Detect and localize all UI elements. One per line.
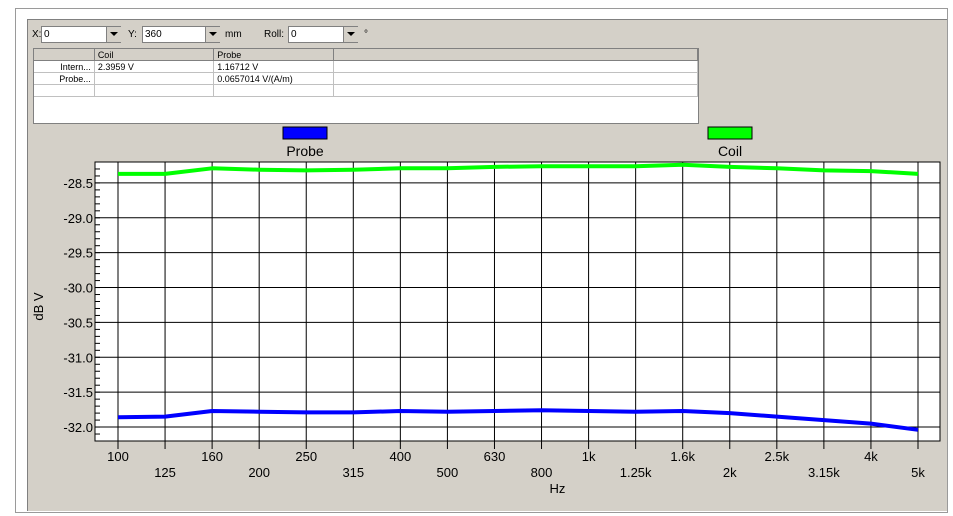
x-tick-label: 3.15k	[808, 465, 840, 480]
y-tick-label: -30.5	[63, 315, 93, 330]
x-tick-label: 2k	[723, 465, 737, 480]
x-combo[interactable]: 0	[41, 26, 121, 43]
x-tick-label: 500	[437, 465, 459, 480]
x-tick-label: 100	[107, 449, 129, 464]
y-dropdown-icon[interactable]	[205, 27, 220, 42]
table-cell	[94, 72, 215, 85]
table-cell: Probe...	[34, 72, 95, 85]
legend-swatch	[282, 126, 328, 140]
x-tick-label: 2.5k	[765, 449, 790, 464]
table-cell	[333, 60, 699, 73]
y-tick-label: -31.0	[63, 350, 93, 365]
table-cell	[213, 84, 334, 97]
mm-unit-label: mm	[225, 29, 242, 40]
y-tick-label: -30.0	[63, 281, 93, 296]
y-tick-label: -29.5	[63, 246, 93, 261]
table-cell	[34, 84, 95, 97]
table-cell: 1.16712 V	[213, 60, 334, 73]
roll-combo-value: 0	[291, 29, 297, 40]
legend-swatch	[707, 126, 753, 140]
table-cell	[333, 72, 699, 85]
table-row[interactable]: Intern... 2.3959 V 1.16712 V	[34, 60, 699, 73]
x-tick-label: 630	[484, 449, 506, 464]
x-tick-label: 5k	[911, 465, 925, 480]
table-cell: Intern...	[34, 60, 95, 73]
y-tick-label: -28.5	[63, 176, 93, 191]
x-tick-label: 250	[295, 449, 317, 464]
y-label: Y:	[128, 29, 137, 40]
table-cell: 0.0657014 V/(A/m)	[213, 72, 334, 85]
table-cell	[333, 84, 699, 97]
x-tick-label: 125	[154, 465, 176, 480]
outer-frame	[15, 8, 948, 513]
x-tick-label: 800	[531, 465, 553, 480]
x-label: X:	[32, 29, 42, 40]
y-tick-label: -29.0	[63, 211, 93, 226]
x-tick-label: 400	[390, 449, 412, 464]
y-combo-value: 360	[145, 29, 162, 40]
x-tick-label: 4k	[864, 449, 878, 464]
table-header-cell	[333, 49, 699, 61]
x-axis-label: Hz	[550, 481, 566, 496]
x-tick-label: 1k	[582, 449, 596, 464]
x-dropdown-icon[interactable]	[106, 27, 121, 42]
y-tick-label: -31.5	[63, 385, 93, 400]
table-cell	[94, 84, 215, 97]
x-combo-value: 0	[44, 29, 50, 40]
roll-label: Roll:	[264, 29, 285, 40]
series-line-coil	[118, 162, 919, 176]
x-tick-label: 315	[342, 465, 364, 480]
degree-unit-label: °	[364, 29, 368, 40]
roll-dropdown-icon[interactable]	[343, 27, 358, 42]
table-header-cell: Coil	[94, 49, 215, 61]
table-header-cell	[34, 49, 95, 61]
legend-label: Probe	[286, 143, 324, 159]
table-row[interactable]: Probe... 0.0657014 V/(A/m)	[34, 72, 699, 85]
roll-combo[interactable]: 0	[288, 26, 358, 43]
table-row[interactable]	[34, 84, 699, 97]
x-tick-label: 1.25k	[620, 465, 652, 480]
main-panel: X: 0 Y: 360 mm Roll: 0 ° Coil	[27, 19, 947, 511]
results-table: Coil Probe Intern... 2.3959 V 1.16712 V …	[33, 48, 699, 124]
frequency-chart: -28.5 -29.0 -29.5 -30.0 -30.5 -31.0 -31.5 -32.0…	[31, 126, 941, 496]
y-tick-label: -32.0	[63, 420, 93, 435]
plot-background	[94, 161, 941, 442]
x-tick-label: 160	[201, 449, 223, 464]
table-header-row: Coil Probe	[34, 49, 699, 61]
y-combo[interactable]: 360	[142, 26, 220, 43]
x-tick-label: 200	[248, 465, 270, 480]
chart-area: -28.5 -29.0 -29.5 -30.0 -30.5 -31.0 -31.5 -32.0…	[31, 125, 943, 508]
y-axis-label: dB V	[33, 292, 46, 321]
table-cell: 2.3959 V	[94, 60, 215, 73]
table-header-cell: Probe	[213, 49, 334, 61]
legend-label: Coil	[718, 143, 742, 159]
series-line-probe	[117, 408, 919, 432]
x-tick-label: 1.6k	[670, 449, 695, 464]
